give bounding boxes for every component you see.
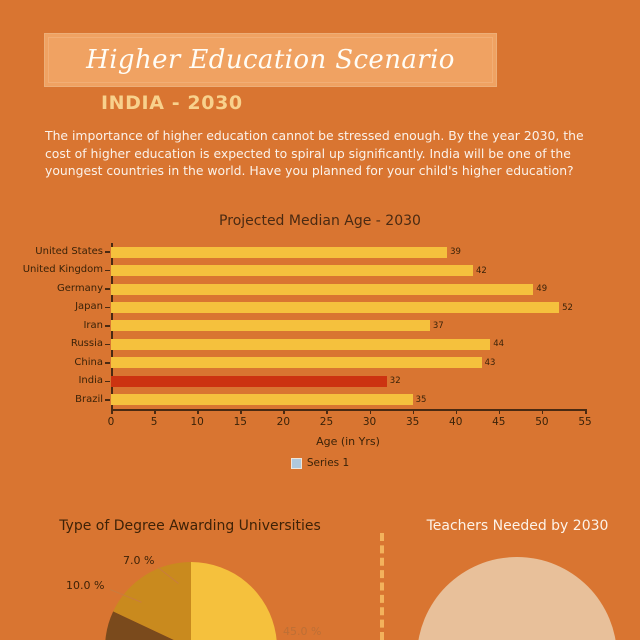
pie-callout-7: 7.0 % <box>123 554 155 567</box>
bar-brazil <box>111 394 413 406</box>
x-axis-tick-label: 5 <box>150 416 158 428</box>
chart-legend: Series 1 <box>0 457 640 469</box>
bar-row: Germany 49 <box>57 280 548 298</box>
x-axis-tick-label: 50 <box>535 416 549 428</box>
x-axis-tick <box>111 409 113 414</box>
bar-category-label: Brazil <box>75 393 103 405</box>
x-axis-tick-label: 20 <box>276 416 291 428</box>
y-axis-tick <box>105 325 110 327</box>
x-axis-tick <box>498 409 501 414</box>
bar-germany <box>111 283 534 295</box>
bar-category-label: Japan <box>75 301 103 313</box>
teachers-panel-title: Teachers Needed by 2030 <box>426 518 609 534</box>
bar-value-label: 43 <box>484 357 496 368</box>
bar-row: India 32 <box>78 372 401 390</box>
pie-chart-title: Type of Degree Awarding Universities <box>59 518 321 534</box>
x-axis-tick-label: 45 <box>492 416 506 428</box>
x-axis-tick <box>283 409 285 414</box>
x-axis-tick-label: 55 <box>578 416 592 428</box>
bar-united-states <box>111 246 448 258</box>
bar-iran <box>111 320 430 332</box>
bar-value-label: 49 <box>536 284 548 295</box>
pie-callout-cut-off: 45.0 % <box>283 625 322 638</box>
bar-chart: Projected Median Age - 2030 United State… <box>0 205 640 480</box>
bar-category-label: China <box>74 356 103 368</box>
bar-category-label: United States <box>35 246 103 257</box>
pie-callout-10: 10.0 % <box>66 579 105 592</box>
bar-united-kingdom <box>111 265 473 277</box>
bar-category-label: Russia <box>70 338 103 350</box>
teachers-needed-panel: Teachers Needed by 2030 Teachers needed <box>395 505 640 640</box>
intro-paragraph: The importance of higher education canno… <box>45 128 584 178</box>
header-banner: Higher Education Scenario <box>44 33 497 87</box>
bar-russia <box>111 338 491 350</box>
bar-value-label: 35 <box>415 394 427 405</box>
bar-row: Brazil 35 <box>75 391 427 409</box>
x-axis-tick-label: 10 <box>190 416 204 428</box>
bar-category-label: United Kingdom <box>22 264 103 276</box>
x-axis-tick <box>154 409 156 414</box>
pie-slice-4 <box>113 562 191 640</box>
x-axis-tick <box>369 409 372 414</box>
bar-chart-title: Projected Median Age - 2030 <box>219 213 421 229</box>
x-axis-tick-label: 0 <box>107 416 115 428</box>
bar-category-label: India <box>78 375 103 387</box>
x-axis-tick-label: 30 <box>362 416 377 428</box>
bar-india <box>111 375 387 387</box>
x-axis-tick-label: 40 <box>449 416 463 428</box>
teachers-needed-circle: Teachers needed <box>417 557 617 640</box>
pie-svg <box>105 562 277 640</box>
x-axis-tick <box>412 409 415 414</box>
y-axis-tick <box>105 269 110 272</box>
bar-value-label: 32 <box>389 376 401 387</box>
vertical-dashed-divider <box>380 533 384 640</box>
y-axis-tick <box>105 343 110 346</box>
x-axis-tick <box>541 409 544 414</box>
bar-category-label: Iran <box>83 319 103 331</box>
page-subtitle: INDIA - 2030 <box>101 92 243 114</box>
bar-japan <box>111 302 560 314</box>
bar-row: Japan 52 <box>75 298 573 316</box>
degree-type-pie-panel: Type of Degree Awarding Universities 7.0… <box>0 505 380 640</box>
y-axis-tick <box>105 288 110 290</box>
bar-row: Russia 44 <box>71 335 505 353</box>
x-axis-tick-label: 35 <box>405 416 420 428</box>
y-axis-tick <box>105 251 110 253</box>
bar-row: Iran 37 <box>83 317 444 335</box>
x-axis-title: Age (in Yrs) <box>316 435 380 448</box>
x-axis-tick <box>197 409 199 414</box>
y-axis-tick <box>105 380 110 383</box>
x-axis-tick <box>240 409 242 414</box>
bar-value-label: 52 <box>562 302 573 313</box>
x-axis-line <box>111 409 585 411</box>
bar-china <box>111 357 482 369</box>
page-title: Higher Education Scenario <box>86 45 455 75</box>
bar-value-label: 39 <box>450 247 461 258</box>
x-axis-tick <box>585 409 587 414</box>
y-axis-tick <box>105 399 110 401</box>
pie-slice-3 <box>105 611 174 640</box>
y-axis-tick <box>105 306 110 309</box>
legend-label-series-1: Series 1 <box>306 457 350 469</box>
bar-value-label: 44 <box>493 339 505 350</box>
x-axis-tick <box>455 409 458 414</box>
bar-row: United Kingdom 42 <box>23 261 487 279</box>
pie-chart-graphic <box>105 562 277 640</box>
x-axis-tick-label: 25 <box>319 416 334 428</box>
x-axis-tick-label: 15 <box>233 416 247 428</box>
x-axis-tick <box>326 409 328 414</box>
bar-row: United States 39 <box>35 243 461 261</box>
bar-chart-plot-area: United States 39 United Kingdom 42 Germany 49… <box>23 243 592 448</box>
y-axis-tick <box>105 362 110 364</box>
bar-row: China 43 <box>74 354 496 372</box>
bar-value-label: 37 <box>432 320 444 331</box>
bar-category-label: Germany <box>57 282 103 294</box>
legend-swatch-series-1 <box>290 457 302 469</box>
pie-slice-0 <box>191 562 277 640</box>
bar-value-label: 42 <box>475 265 487 276</box>
